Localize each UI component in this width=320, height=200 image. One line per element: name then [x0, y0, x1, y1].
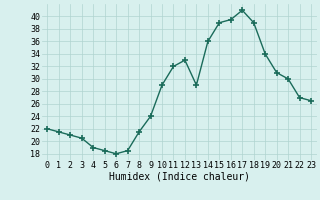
- X-axis label: Humidex (Indice chaleur): Humidex (Indice chaleur): [109, 172, 250, 182]
